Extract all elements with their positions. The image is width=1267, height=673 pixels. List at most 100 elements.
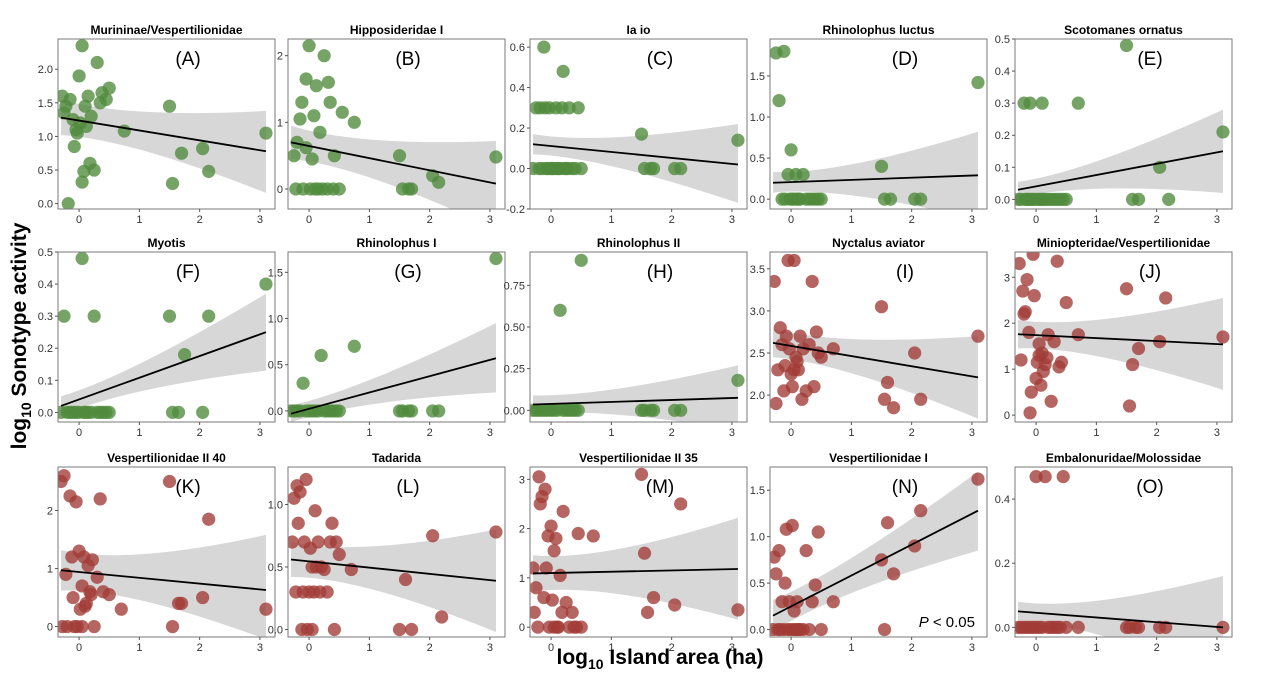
panel-k-point bbox=[93, 492, 107, 506]
panel-j-point bbox=[1018, 305, 1032, 319]
panel-i-point bbox=[971, 329, 985, 343]
panel-n-point bbox=[802, 622, 816, 637]
panel-e-point bbox=[1119, 39, 1134, 53]
panel-h-plot-area bbox=[530, 253, 745, 422]
panel-l-point bbox=[325, 516, 339, 530]
panel-f-y-tick-label: 0.4 bbox=[38, 279, 53, 291]
panel-d-y-tick-label: 1.5 bbox=[750, 71, 765, 83]
panel-a-point bbox=[174, 146, 189, 160]
panel-i-point bbox=[908, 346, 922, 360]
panel-k-frame bbox=[57, 466, 276, 638]
panel-o-y-tick-label: 0.2 bbox=[995, 558, 1010, 570]
panel-n-title: Vespertilionidae I bbox=[829, 451, 928, 465]
panel-e-y-tick-label: 0.4 bbox=[995, 66, 1010, 78]
panel-d-x-tick-label: 3 bbox=[969, 214, 975, 226]
panel-f-point bbox=[259, 277, 273, 291]
panel-j-point bbox=[1216, 330, 1230, 344]
panel-a-point bbox=[202, 164, 216, 178]
panel-a-point bbox=[67, 139, 81, 154]
panel-i-point bbox=[793, 329, 807, 343]
panel-b-plot-area bbox=[288, 39, 503, 209]
panel-a: Murininae/Vespertilionidae 0 1 2 3 0.0 0.5 1.0 1… bbox=[38, 23, 276, 226]
panel-j-plot-area bbox=[1015, 252, 1230, 420]
panel-o-point bbox=[1056, 470, 1070, 484]
panel-k-plot-area bbox=[58, 469, 273, 637]
panel-j-point bbox=[1022, 325, 1036, 340]
panel-a-letter: (A) bbox=[175, 49, 200, 70]
panel-c-frame bbox=[529, 38, 748, 210]
panel-k-x-tick-label: 3 bbox=[257, 642, 263, 654]
panel-l-x-tick-label: 3 bbox=[487, 642, 493, 654]
panel-a-y-tick-label: 1.5 bbox=[38, 98, 53, 110]
panel-b-x-tick-label: 1 bbox=[366, 214, 372, 226]
panel-e-point bbox=[1035, 96, 1049, 110]
panel-a-point bbox=[75, 175, 89, 189]
panel-n-point bbox=[971, 472, 985, 486]
panel-m-x-tick-label: 0 bbox=[548, 642, 554, 654]
panel-o-y-tick-label: 0.4 bbox=[995, 494, 1010, 506]
panel-b-y-tick-label: 2 bbox=[277, 51, 283, 63]
panel-i-y-tick-label: 3.0 bbox=[750, 306, 765, 318]
panel-m-point bbox=[634, 467, 649, 481]
panel-i-point bbox=[770, 396, 783, 411]
panel-n-x-tick-label: 1 bbox=[848, 642, 854, 654]
panel-o-title: Embalonuridae/Molossidae bbox=[1046, 451, 1202, 465]
panel-l-y-tick-label: 0.5 bbox=[268, 562, 283, 574]
panel-l-point bbox=[435, 610, 449, 624]
panel-b-point bbox=[317, 49, 331, 63]
panel-m-point bbox=[539, 561, 553, 575]
panel-a-y-tick-label: 1.0 bbox=[38, 131, 53, 143]
panel-b-point bbox=[299, 141, 313, 155]
panel-n-point bbox=[886, 567, 901, 581]
panel-i-point bbox=[814, 350, 828, 364]
panel-i-point bbox=[874, 300, 889, 314]
panel-k-confidence-band bbox=[61, 534, 266, 637]
panel-f-trend-line bbox=[60, 331, 267, 407]
panel-j-y-tick-label: 1 bbox=[1004, 364, 1010, 376]
panel-h: Rhinolophus II 0 1 2 3 0.00 0.25 0.50 0.75 (H) bbox=[504, 236, 748, 439]
panel-d-point bbox=[814, 192, 828, 206]
panel-d-confidence-band bbox=[773, 131, 978, 209]
panel-n: Vespertilionidae I 0 1 2 3 0.0 0.5 1.0 1.5 (N) P <… bbox=[750, 451, 988, 654]
panel-a-point bbox=[78, 99, 92, 113]
panel-m-point bbox=[571, 526, 585, 541]
panel-j-point bbox=[1044, 394, 1058, 408]
panel-a-point bbox=[165, 176, 180, 191]
panel-j-point bbox=[1071, 328, 1085, 342]
panel-n-x-tick-label: 0 bbox=[788, 642, 794, 654]
panel-l-y-tick-label: 1.0 bbox=[268, 500, 283, 512]
panel-h-point bbox=[731, 373, 745, 387]
panel-b-point bbox=[335, 105, 349, 119]
panel-d-title: Rhinolophus luctus bbox=[823, 23, 935, 37]
panel-c-y-tick-label: -0.2 bbox=[506, 204, 525, 216]
panel-i-y-tick-label: 2.0 bbox=[750, 390, 765, 402]
panel-o-point bbox=[1029, 470, 1043, 484]
x-axis-label-subscript: 10 bbox=[588, 656, 604, 672]
panel-o-x-tick-label: 0 bbox=[1033, 642, 1039, 654]
panel-h-y-tick-label: 0.00 bbox=[504, 405, 525, 417]
panel-j-point bbox=[1015, 256, 1026, 271]
panel-i-point bbox=[805, 274, 819, 289]
panel-m-point bbox=[530, 605, 541, 619]
panel-m-point bbox=[556, 504, 570, 518]
panel-o-point bbox=[1216, 620, 1230, 634]
panel-m: Vespertilionidae II 35 0 1 2 3 0 1 2 3 (M) bbox=[519, 451, 748, 654]
panel-m-point bbox=[668, 598, 682, 612]
panel-f-y-tick-label: 0.5 bbox=[38, 247, 53, 259]
panel-c-title: Ia io bbox=[626, 23, 650, 37]
panel-d-point bbox=[777, 44, 791, 58]
panel-f-point bbox=[177, 348, 192, 362]
panel-g-plot-area bbox=[288, 252, 503, 422]
panel-j-point bbox=[1027, 289, 1041, 303]
panel-g-point bbox=[404, 404, 419, 418]
panel-i-point bbox=[807, 380, 821, 394]
panel-i-x-tick-label: 0 bbox=[788, 427, 794, 439]
panel-k-x-tick-label: 2 bbox=[197, 642, 203, 654]
panel-e-x-tick-label: 3 bbox=[1214, 214, 1220, 226]
panel-l-point bbox=[299, 472, 313, 487]
panel-i-point bbox=[779, 329, 793, 343]
panel-j-point bbox=[1024, 385, 1038, 399]
panel-b-point bbox=[309, 79, 323, 93]
panel-c-point bbox=[634, 127, 649, 141]
panel-l-point bbox=[392, 622, 407, 637]
